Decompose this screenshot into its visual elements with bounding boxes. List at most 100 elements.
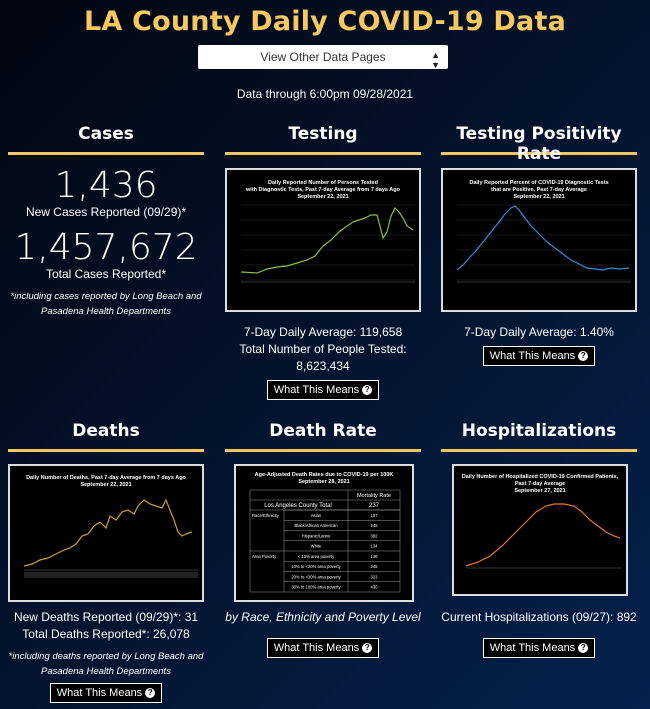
hosp-chart-title-3: September 27, 2021 (514, 488, 565, 494)
deaths-help-button[interactable]: What This Means? (49, 683, 163, 703)
table-row-label: 30% to 100% area poverty (291, 585, 341, 590)
testing-section: Testing (225, 124, 421, 155)
deaths-chart-svg: Daily Number of Deaths, Past 7-day Avera… (23, 475, 198, 578)
table-row-value: 323 (371, 574, 379, 579)
death-rate-heading: Death Rate (269, 421, 377, 441)
table-row-label: Black/African American (294, 523, 338, 528)
table-row-value: 430 (371, 585, 379, 590)
positivity-section: Testing Positivity Rate (441, 124, 637, 164)
death-rate-help-label: What This Means (273, 642, 360, 654)
testing-total: Total Number of People Tested: 8,623,434 (239, 342, 407, 373)
new-cases-value: 1,436 (54, 165, 158, 206)
total-cases-value: 1,457,672 (14, 227, 198, 268)
hosp-stats: Current Hospitalizations (09/27): 892 Wh… (441, 609, 637, 658)
cases-section: Cases 1,436 New Cases Reported (09/29)* … (8, 124, 204, 319)
cases-footnote: *including cases reported by Long Beach … (10, 291, 202, 317)
death-rate-table-svg: Age-Adjusted Death Rates due to COVID-19… (249, 472, 401, 593)
positivity-chart-title-1: Daily Reported Percent of COVID-19 Diagn… (469, 180, 608, 186)
death-rate-caption-wrap: by Race, Ethnicity and Poverty Level Wha… (225, 609, 421, 658)
question-icon: ? (578, 643, 589, 654)
positivity-line (456, 205, 630, 271)
testing-chart-title-1: Daily Reported Number of Persons Tested (268, 180, 378, 186)
dropdown-label: View Other Data Pages (260, 50, 386, 64)
testing-heading: Testing (288, 124, 358, 144)
testing-chart-title-2: with Diagnostic Tests, Past 7-day Averag… (245, 187, 401, 193)
table-row-value: 245 (371, 523, 379, 528)
hosp-chart-title-2: Past 7-day Average (515, 481, 565, 487)
deaths-total: Total Deaths Reported*: 26,078 (22, 627, 190, 641)
table-row-value: 187 (371, 513, 379, 518)
testing-chart[interactable]: Daily Reported Number of Persons Tested … (225, 168, 421, 312)
question-icon: ? (362, 385, 373, 396)
question-icon: ? (362, 643, 373, 654)
table-row-value: 136 (371, 554, 379, 559)
positivity-help-button[interactable]: What This Means? (482, 346, 596, 366)
total-cases-label: Total Cases Reported* (45, 267, 167, 281)
deaths-section: Deaths (8, 421, 204, 452)
deaths-help-label: What This Means (56, 687, 143, 699)
death-rate-section: Death Rate (225, 421, 421, 452)
positivity-chart-svg: Daily Reported Percent of COVID-19 Diagn… (456, 180, 631, 283)
death-rate-help-button[interactable]: What This Means? (266, 638, 380, 658)
table-row-label: < 10% area poverty (298, 554, 335, 559)
question-icon: ? (578, 351, 589, 362)
data-pages-dropdown[interactable]: View Other Data Pages ▲ ▼ (198, 45, 448, 70)
positivity-avg: 7-Day Daily Average: 1.40% (464, 325, 614, 339)
positivity-help-label: What This Means (489, 350, 576, 362)
up-down-caret-icon: ▲ ▼ (431, 50, 440, 70)
deaths-stats: New Deaths Reported (09/29)*: 31 Total D… (8, 609, 204, 703)
testing-rule (225, 152, 421, 155)
table-row-label: Asian (311, 513, 322, 518)
cases-heading: Cases (78, 124, 134, 144)
testing-chart-title-3: September 22, 2021 (297, 194, 348, 200)
table-row-group: Race/Ethnicity (252, 513, 280, 518)
testing-avg: 7-Day Daily Average: 119,658 (243, 325, 403, 339)
question-icon: ? (145, 688, 156, 699)
death-rate-table-title-1: Age-Adjusted Death Rates due to COVID-19… (255, 472, 394, 478)
table-row-label: Hispanic/Latino (302, 533, 331, 538)
table-row-value: 134 (371, 544, 379, 549)
page-title: LA County Daily COVID-19 Data (84, 6, 566, 37)
testing-line (240, 206, 414, 274)
positivity-chart[interactable]: Daily Reported Percent of COVID-19 Diagn… (441, 168, 637, 312)
death-rate-caption: by Race, Ethnicity and Poverty Level (225, 610, 421, 624)
testing-help-label: What This Means (273, 384, 360, 396)
death-rate-rule (225, 449, 421, 452)
deaths-new: New Deaths Reported (09/29)*: 31 (13, 610, 199, 624)
deaths-heading: Deaths (72, 421, 140, 441)
positivity-chart-title-2: that are Positive, Past 7-day Average (491, 187, 587, 193)
table-row-label: White (311, 544, 322, 549)
deaths-chart-title-2: September 22, 2021 (80, 482, 131, 488)
hospitalizations-section: Hospitalizations (441, 421, 637, 452)
deaths-chart[interactable]: Daily Number of Deaths, Past 7-day Avera… (8, 464, 204, 602)
hosp-help-button[interactable]: What This Means? (482, 638, 596, 658)
deaths-footnote: *including deaths reported by Long Beach… (8, 651, 204, 677)
deaths-line (23, 498, 193, 567)
hospitalizations-rule (441, 449, 637, 452)
table-row-label: 10% to <20% area poverty (291, 564, 341, 569)
table-row-group: Area Poverty (252, 554, 277, 559)
hosp-line (465, 503, 621, 567)
deaths-rule (8, 449, 204, 452)
hosp-chart-title-1: Daily Number of Hospitalized COVID-19 Co… (462, 474, 619, 480)
testing-stats: 7-Day Daily Average: 119,658 Total Numbe… (225, 324, 421, 400)
hosp-help-label: What This Means (489, 642, 576, 654)
hospitalizations-heading: Hospitalizations (461, 421, 617, 441)
positivity-heading: Testing Positivity Rate (456, 124, 622, 164)
positivity-stats: 7-Day Daily Average: 1.40% What This Mea… (441, 324, 637, 366)
table-row-value: 382 (371, 533, 379, 538)
hosp-current: Current Hospitalizations (09/27): 892 (441, 610, 637, 624)
hospitalizations-chart[interactable]: Daily Number of Hospitalized COVID-19 Co… (452, 464, 628, 596)
table-row-label: 20% to <30% area poverty (291, 574, 341, 579)
county-total-label: Los Angeles County Total (264, 503, 332, 509)
positivity-chart-title-3: September 22, 2021 (513, 194, 564, 200)
positivity-rule (441, 152, 637, 155)
county-total-value: 237 (369, 503, 380, 509)
deaths-chart-title-1: Daily Number of Deaths, Past 7-day Avera… (26, 475, 186, 481)
death-rate-table[interactable]: Age-Adjusted Death Rates due to COVID-19… (234, 464, 414, 602)
death-rate-table-title-2: September 28, 2021 (298, 479, 349, 485)
mortality-rate-header: Mortality Rate (357, 493, 391, 499)
cases-rule (8, 152, 204, 155)
testing-help-button[interactable]: What This Means? (266, 380, 380, 400)
hospitalizations-chart-svg: Daily Number of Hospitalized COVID-19 Co… (462, 474, 622, 569)
